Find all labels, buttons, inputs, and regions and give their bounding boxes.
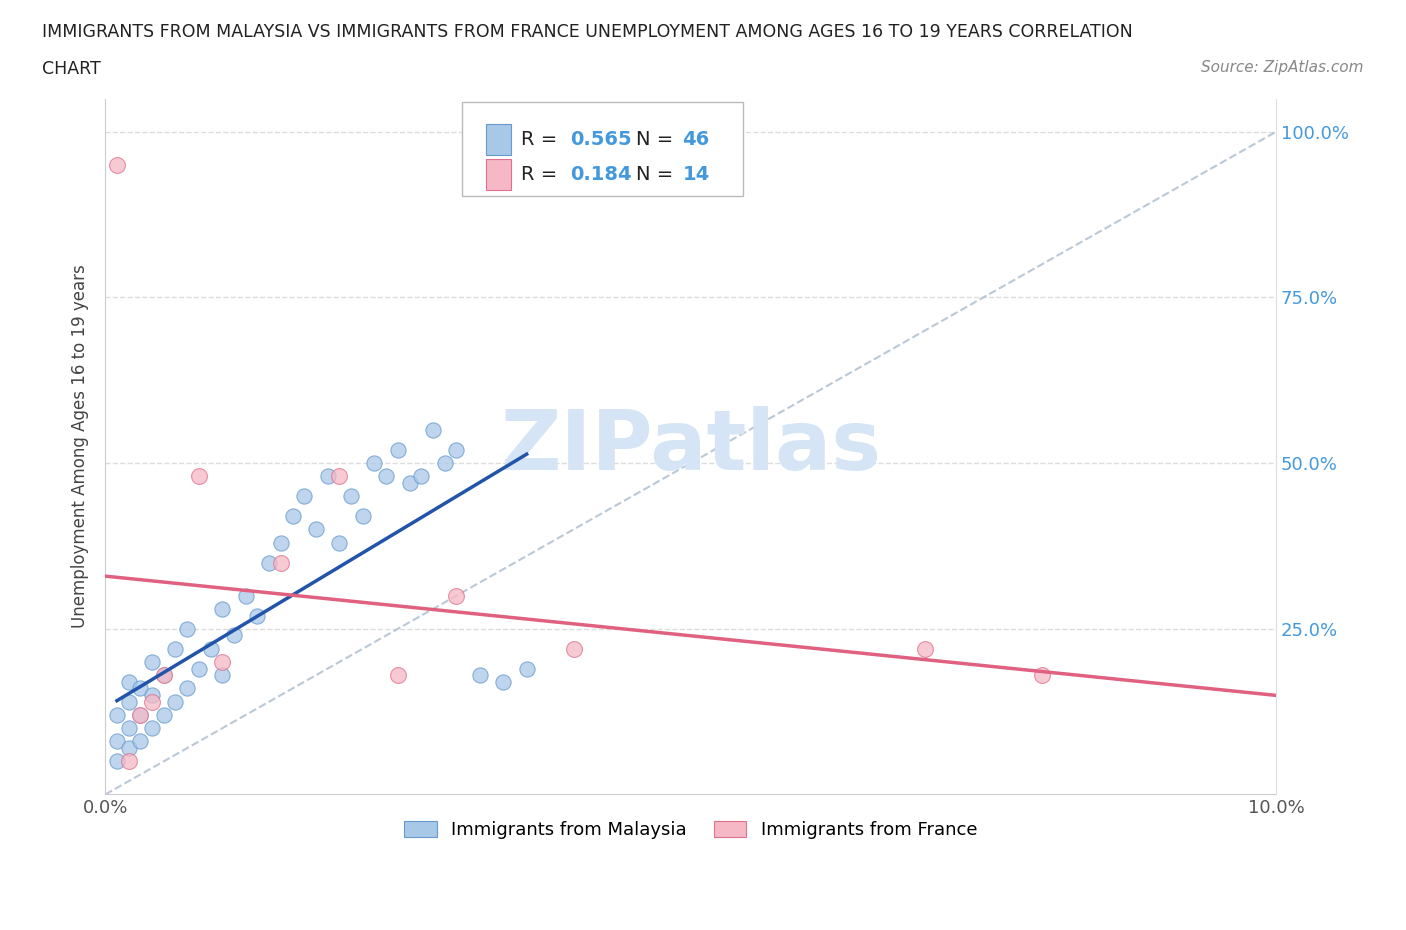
Text: CHART: CHART bbox=[42, 60, 101, 78]
Point bbox=[141, 695, 163, 710]
Point bbox=[305, 522, 328, 537]
Point bbox=[141, 721, 163, 736]
Point bbox=[433, 456, 456, 471]
Point bbox=[176, 681, 198, 696]
Point bbox=[352, 509, 374, 524]
Point bbox=[363, 456, 385, 471]
Text: N =: N = bbox=[636, 166, 679, 184]
Point bbox=[257, 555, 280, 570]
Point bbox=[211, 668, 233, 683]
Text: 46: 46 bbox=[682, 130, 710, 149]
Point bbox=[387, 668, 409, 683]
Point bbox=[117, 695, 139, 710]
Point bbox=[281, 509, 304, 524]
Point bbox=[117, 721, 139, 736]
Point bbox=[411, 469, 433, 484]
Point bbox=[270, 536, 292, 551]
Point bbox=[468, 668, 491, 683]
Text: IMMIGRANTS FROM MALAYSIA VS IMMIGRANTS FROM FRANCE UNEMPLOYMENT AMONG AGES 16 TO: IMMIGRANTS FROM MALAYSIA VS IMMIGRANTS F… bbox=[42, 23, 1133, 41]
Text: ZIPatlas: ZIPatlas bbox=[501, 406, 882, 487]
Text: 0.184: 0.184 bbox=[569, 166, 631, 184]
Bar bbox=[485, 124, 512, 155]
Point bbox=[375, 469, 398, 484]
Point bbox=[316, 469, 339, 484]
Point bbox=[152, 668, 174, 683]
Y-axis label: Unemployment Among Ages 16 to 19 years: Unemployment Among Ages 16 to 19 years bbox=[72, 265, 89, 629]
Point bbox=[222, 628, 245, 643]
Point bbox=[516, 661, 538, 676]
Point bbox=[176, 621, 198, 636]
Point bbox=[246, 608, 269, 623]
Point bbox=[117, 674, 139, 689]
Point bbox=[105, 157, 128, 172]
Text: R =: R = bbox=[520, 166, 564, 184]
Point bbox=[141, 655, 163, 670]
Point bbox=[152, 668, 174, 683]
Point bbox=[129, 681, 152, 696]
Point bbox=[328, 536, 350, 551]
Text: R =: R = bbox=[520, 130, 564, 149]
Point bbox=[105, 708, 128, 723]
Point bbox=[446, 589, 468, 604]
Bar bbox=[485, 159, 512, 191]
Point bbox=[328, 469, 350, 484]
FancyBboxPatch shape bbox=[463, 102, 744, 196]
Point bbox=[446, 443, 468, 458]
Point bbox=[200, 642, 222, 657]
Point bbox=[129, 734, 152, 749]
Point bbox=[105, 734, 128, 749]
Text: 0.565: 0.565 bbox=[569, 130, 631, 149]
Point bbox=[105, 754, 128, 769]
Point bbox=[422, 422, 444, 437]
Point bbox=[187, 469, 209, 484]
Point bbox=[117, 754, 139, 769]
Point bbox=[141, 687, 163, 702]
Point bbox=[152, 708, 174, 723]
Point bbox=[562, 642, 585, 657]
Point bbox=[398, 475, 420, 490]
Point bbox=[117, 740, 139, 755]
Legend: Immigrants from Malaysia, Immigrants from France: Immigrants from Malaysia, Immigrants fro… bbox=[395, 812, 986, 848]
Point bbox=[235, 589, 257, 604]
Point bbox=[914, 642, 936, 657]
Point bbox=[165, 695, 187, 710]
Text: 14: 14 bbox=[682, 166, 710, 184]
Point bbox=[1031, 668, 1053, 683]
Point bbox=[211, 655, 233, 670]
Point bbox=[387, 443, 409, 458]
Point bbox=[292, 489, 315, 504]
Text: Source: ZipAtlas.com: Source: ZipAtlas.com bbox=[1201, 60, 1364, 75]
Point bbox=[129, 708, 152, 723]
Point bbox=[187, 661, 209, 676]
Point bbox=[211, 602, 233, 617]
Point bbox=[165, 642, 187, 657]
Point bbox=[492, 674, 515, 689]
Point bbox=[340, 489, 363, 504]
Point bbox=[270, 555, 292, 570]
Point bbox=[129, 708, 152, 723]
Text: N =: N = bbox=[636, 130, 679, 149]
